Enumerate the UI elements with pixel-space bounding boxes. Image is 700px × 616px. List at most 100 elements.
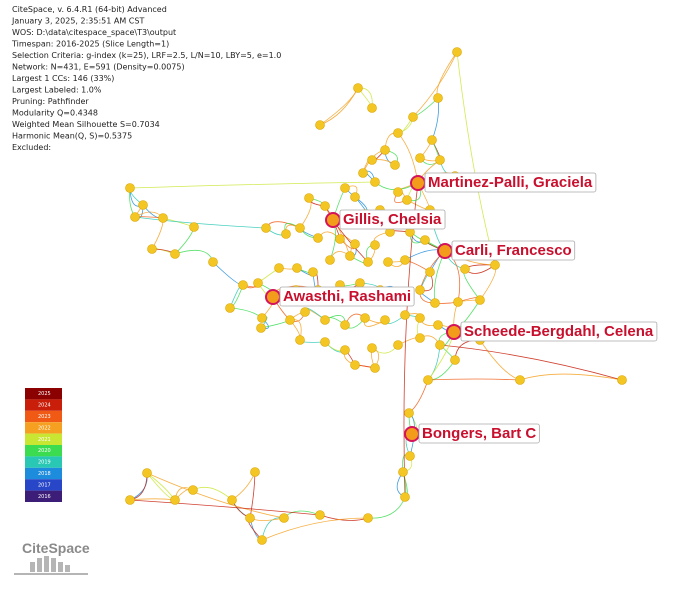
- info-line: WOS: D:\data\citespace_space\T3\output: [12, 28, 176, 37]
- edge: [479, 339, 521, 381]
- edge: [231, 471, 256, 501]
- node: [138, 200, 148, 210]
- node: [285, 315, 295, 325]
- node: [340, 320, 350, 330]
- info-line: Largest Labeled: 1.0%: [12, 86, 102, 95]
- label-text: Scheede-Bergdahl, Celena: [464, 323, 654, 340]
- node-label: Bongers, Bart C: [418, 423, 540, 444]
- legend-swatch: [25, 456, 62, 468]
- hub-node: [265, 289, 281, 305]
- info-line: Pruning: Pathfinder: [12, 97, 89, 106]
- node-label: Gillis, Chelsia: [339, 209, 446, 230]
- legend-swatch: [25, 399, 62, 411]
- hub-node: [446, 324, 462, 340]
- info-line: Selection Criteria: g-index (k=25), LRF=…: [12, 51, 281, 60]
- node: [295, 335, 305, 345]
- legend-swatch: [25, 422, 62, 434]
- edge: [151, 217, 164, 250]
- info-line: January 3, 2025, 2:35:51 AM CST: [11, 17, 144, 26]
- edge: [146, 472, 176, 501]
- node-label: Scheede-Bergdahl, Celena: [460, 321, 658, 342]
- edge: [212, 261, 244, 286]
- label-text: Carli, Francesco: [455, 242, 572, 259]
- node-label: Carli, Francesco: [451, 240, 576, 261]
- edge: [397, 132, 419, 184]
- node: [460, 264, 470, 274]
- node: [350, 360, 360, 370]
- edge: [479, 264, 497, 301]
- node: [515, 375, 525, 385]
- info-line: Excluded:: [12, 143, 51, 152]
- logo-icon: [14, 556, 88, 575]
- node: [427, 135, 437, 145]
- edge: [146, 472, 285, 519]
- node: [400, 310, 410, 320]
- legend: 2025 2024 2023 2022 2021 2020 2019 2018 2017 2016: [25, 388, 62, 502]
- info-line: Modularity Q=0.4348: [12, 109, 98, 118]
- edge: [427, 344, 441, 381]
- info-line: Harmonic Mean(Q, S)=0.5375: [12, 132, 132, 141]
- node: [363, 513, 373, 523]
- node: [380, 315, 390, 325]
- edge: [134, 216, 267, 229]
- node: [315, 510, 325, 520]
- edge: [129, 498, 176, 501]
- node: [363, 257, 373, 267]
- label-box: [339, 209, 446, 230]
- label-text: Bongers, Bart C: [422, 425, 536, 442]
- node: [425, 267, 435, 277]
- edge: [319, 87, 359, 126]
- node: [257, 535, 267, 545]
- hub-node: [437, 243, 453, 259]
- edge: [249, 517, 285, 521]
- node: [435, 155, 445, 165]
- node: [238, 280, 248, 290]
- info-line: Weighted Mean Silhouette S=0.7034: [12, 120, 160, 129]
- node: [433, 93, 443, 103]
- node-labels: Martinez-Palli, Graciela Gillis, Chelsia C…: [279, 172, 658, 444]
- node: [292, 263, 302, 273]
- legend-swatch: [25, 388, 62, 400]
- edge: [439, 344, 623, 381]
- label-text: Awasthi, Rashami: [283, 288, 411, 305]
- node: [415, 153, 425, 163]
- node: [400, 255, 410, 265]
- node: [420, 235, 430, 245]
- node: [253, 278, 263, 288]
- node: [335, 234, 345, 244]
- edge: [367, 496, 406, 519]
- node: [125, 183, 135, 193]
- node-label: Awasthi, Rashami: [279, 286, 415, 307]
- node: [370, 363, 380, 373]
- info-line: Timespan: 2016-2025 (Slice Length=1): [11, 40, 169, 49]
- legend-label: 2023: [38, 414, 51, 420]
- node: [408, 112, 418, 122]
- node: [433, 320, 443, 330]
- label-text: Martinez-Palli, Graciela: [428, 174, 593, 191]
- node: [350, 239, 360, 249]
- node: [225, 303, 235, 313]
- node: [415, 285, 425, 295]
- edge: [129, 499, 321, 516]
- node: [367, 343, 377, 353]
- node: [340, 183, 350, 193]
- node: [490, 260, 500, 270]
- legend-swatch: [25, 490, 62, 502]
- node: [423, 375, 433, 385]
- legend-label: 2024: [38, 403, 51, 409]
- info-line: Network: N=431, E=591 (Density=0.0075): [12, 63, 185, 72]
- node: [281, 229, 291, 239]
- node: [227, 495, 237, 505]
- edge: [456, 51, 496, 266]
- node: [279, 513, 289, 523]
- legend-swatch: [25, 433, 62, 445]
- node: [170, 495, 180, 505]
- legend-label: 2016: [38, 494, 51, 500]
- node: [450, 355, 460, 365]
- legend-label: 2020: [38, 448, 51, 454]
- node: [353, 83, 363, 93]
- edge: [146, 472, 176, 501]
- edge: [129, 181, 376, 189]
- label-box: [279, 286, 415, 307]
- edge: [427, 378, 521, 381]
